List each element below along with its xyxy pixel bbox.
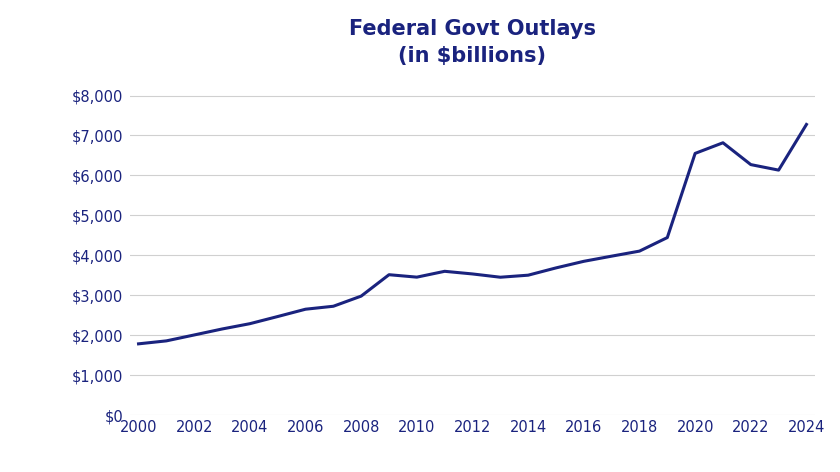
Title: Federal Govt Outlays
(in $billions): Federal Govt Outlays (in $billions)	[349, 19, 596, 66]
